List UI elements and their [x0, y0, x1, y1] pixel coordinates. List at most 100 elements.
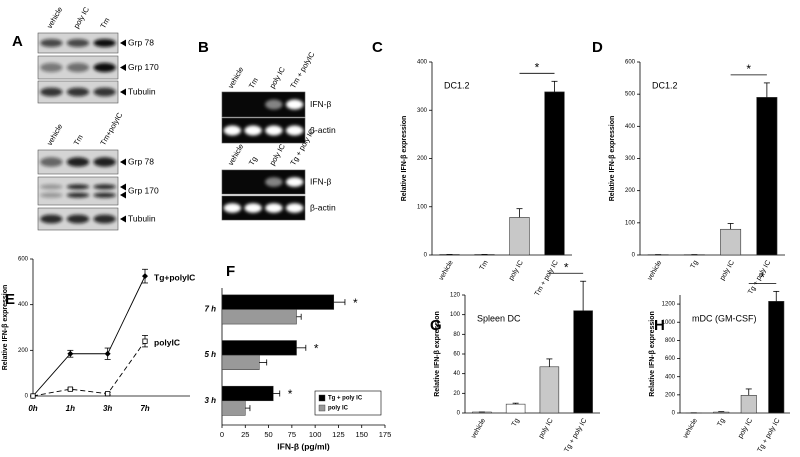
legend-box: [314, 390, 382, 416]
chart-title: mDC (GM-CSF): [692, 313, 757, 323]
bar: [509, 217, 530, 256]
significance-label: *: [746, 62, 751, 76]
error-bar: [273, 390, 281, 397]
blot-band: [40, 157, 63, 167]
y-tick-label: 600: [18, 257, 29, 263]
bar: [740, 394, 757, 414]
blot-band: [40, 184, 63, 190]
lane-label: Tm: [247, 76, 260, 90]
y-axis-label: Relative IFN-β expression: [609, 116, 616, 202]
error-bar: [580, 280, 587, 311]
blot-band: [244, 125, 262, 136]
x-tick-label: Tg + poly IC: [757, 417, 782, 453]
y-tick-label: 0: [457, 411, 461, 417]
x-tick-label: Tm + poly IC: [534, 259, 560, 297]
lane-label: Tm+polyIC: [98, 110, 124, 147]
point: [142, 338, 148, 344]
panel-letter: B: [198, 39, 209, 56]
row-label: Grp 170: [128, 185, 159, 195]
y-tick-label: 300: [625, 156, 636, 162]
error-bar: [512, 402, 519, 405]
y-tick-label: 1200: [662, 302, 676, 308]
error-bar: [763, 82, 770, 98]
bar: [573, 310, 593, 414]
y-axis-label: Relative IFN-β expression: [2, 285, 9, 371]
error-bar: [546, 358, 553, 367]
blot-band: [265, 125, 283, 136]
significance-label: *: [353, 296, 358, 310]
bar: [539, 366, 560, 414]
arrow-marker: [120, 158, 126, 166]
x-tick-label: vehicle: [646, 259, 663, 281]
blot-band: [265, 99, 283, 110]
legend-label: Tg + poly IC: [328, 396, 363, 402]
lane-label: Tm: [98, 16, 111, 30]
row-label: IFN-β: [310, 99, 332, 109]
x-tick-label: Tg: [716, 417, 726, 428]
x-tick-label: Tg: [511, 417, 521, 428]
bar: [221, 354, 260, 370]
panel-letter: D: [592, 39, 603, 56]
x-tick-label: 50: [264, 430, 272, 439]
arrow-marker: [120, 39, 126, 47]
point: [67, 386, 73, 392]
blot-band: [66, 214, 90, 224]
blot-band: [244, 203, 262, 213]
bar: [221, 400, 246, 416]
y-tick-label: 3 h: [204, 396, 216, 405]
error-bar: [745, 388, 752, 396]
y-tick-label: 600: [665, 356, 676, 362]
blot-band: [40, 87, 63, 97]
blot-band: [93, 192, 116, 198]
series-label: Tg+polyIC: [154, 272, 195, 282]
row-label: Grp 170: [128, 62, 159, 72]
blot-band: [285, 125, 304, 136]
row-label: Grp 78: [128, 37, 154, 47]
lane-label: poly IC: [72, 5, 92, 30]
x-tick-label: 175: [379, 430, 392, 439]
x-tick-label: vehicle: [682, 417, 699, 439]
row-label: Tubulin: [128, 213, 156, 223]
x-tick-label: 100: [309, 430, 322, 439]
error-bar: [296, 344, 307, 351]
blot-band: [93, 184, 116, 190]
x-tick-label: 75: [288, 430, 296, 439]
y-tick-label: 1000: [662, 320, 676, 326]
y-tick-label: 400: [18, 302, 29, 308]
arrow-marker: [120, 215, 126, 223]
error-bar: [259, 359, 268, 366]
panel-letter: F: [226, 263, 235, 280]
y-tick-label: 500: [625, 92, 636, 98]
x-tick-label: poly IC: [719, 259, 736, 281]
arrow-marker: [120, 191, 126, 199]
lane-label: vehicle: [226, 65, 245, 90]
chart-title: Spleen DC: [477, 313, 521, 323]
bar: [505, 403, 526, 414]
bar: [720, 228, 742, 256]
blot-band: [93, 87, 116, 97]
y-tick-label: 120: [450, 293, 461, 299]
x-tick-label: 3h: [103, 404, 112, 413]
series-line: [32, 275, 146, 397]
blot-band: [40, 192, 63, 198]
y-tick-label: 20: [453, 391, 460, 397]
bar: [221, 340, 297, 356]
lane-label: vehicle: [226, 142, 245, 167]
bar: [768, 301, 785, 414]
row-label: β-actin: [310, 202, 336, 212]
x-tick-label: 150: [355, 430, 368, 439]
significance-label: *: [535, 60, 540, 74]
y-axis-label: Relative IFN-β expression: [434, 311, 441, 397]
bar: [221, 385, 274, 402]
lane-label: vehicle: [45, 5, 64, 30]
blot-band: [40, 39, 63, 47]
x-tick-label: poly IC: [538, 417, 555, 439]
blot-band: [223, 125, 242, 136]
y-tick-label: 400: [625, 124, 636, 130]
blot-band: [66, 62, 90, 73]
y-tick-label: 600: [625, 60, 636, 66]
lane-label: Tg: [247, 155, 259, 167]
row-label: Grp 78: [128, 156, 154, 166]
x-tick-label: 1h: [66, 404, 75, 413]
error-bar: [773, 290, 780, 302]
